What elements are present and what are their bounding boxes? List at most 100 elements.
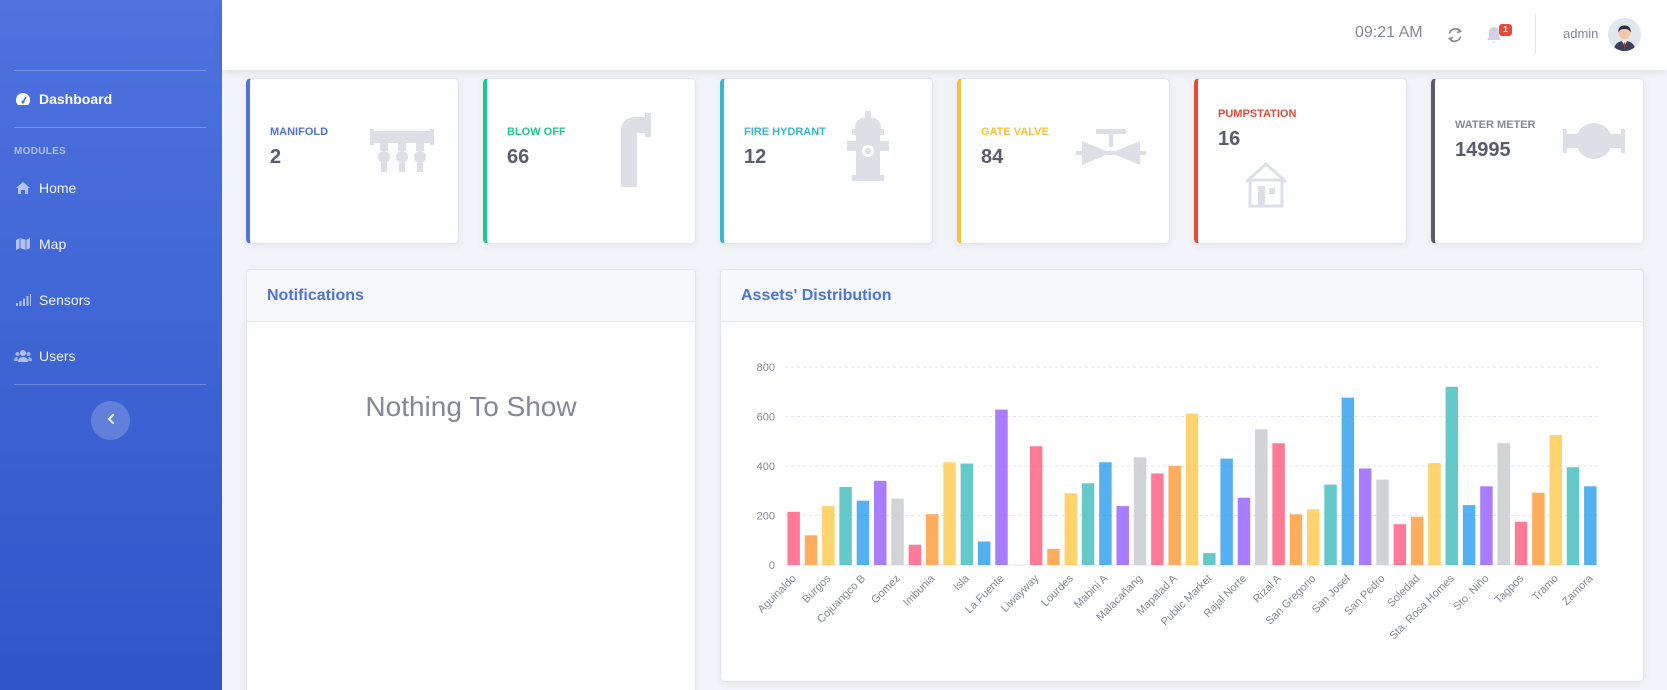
x-tick-label: Tramo <box>1530 573 1561 604</box>
stat-card-fire-hydrant[interactable]: FIRE HYDRANT 12 <box>720 78 933 244</box>
chart-bar[interactable] <box>1047 548 1060 565</box>
sidebar-divider <box>14 384 206 385</box>
chart-bar[interactable] <box>839 487 852 565</box>
chart-bar[interactable] <box>1272 443 1285 565</box>
chart-bar[interactable] <box>1393 524 1407 565</box>
y-tick-label: 0 <box>769 560 775 572</box>
chart-bar[interactable] <box>1514 521 1528 565</box>
x-tick-label: Aguinaldo <box>756 573 799 616</box>
chart-bar[interactable] <box>1237 497 1251 565</box>
chart-bar[interactable] <box>1428 463 1441 565</box>
stat-card-pumpstation[interactable]: PUMPSTATION 16 <box>1194 78 1407 244</box>
x-tick-label: Gomez <box>869 573 903 607</box>
chart-bar[interactable] <box>943 462 956 565</box>
chart-bar[interactable] <box>960 463 974 565</box>
chart-bar[interactable] <box>1549 435 1562 565</box>
empty-state-message: Nothing To Show <box>365 391 577 422</box>
chart-bar[interactable] <box>874 480 887 565</box>
y-tick-label: 400 <box>757 461 775 473</box>
stat-card-gate-valve[interactable]: GATE VALVE 84 <box>957 78 1170 244</box>
signal-icon <box>14 292 32 308</box>
stat-card-blow-off[interactable]: BLOW OFF 66 <box>483 78 696 244</box>
chart-bar[interactable] <box>1532 492 1545 565</box>
sidebar-item-label: Sensors <box>39 292 91 308</box>
card-label: GATE VALVE <box>981 126 1049 138</box>
chart-bar[interactable] <box>1462 505 1476 565</box>
chart-bar[interactable] <box>804 535 818 565</box>
chart-bar[interactable] <box>1497 443 1510 565</box>
chart-bar[interactable] <box>1358 468 1372 565</box>
sidebar-item-dashboard[interactable]: Dashboard <box>14 87 112 111</box>
card-value: 2 <box>270 146 282 168</box>
stat-card-manifold[interactable]: MANIFOLD 2 <box>246 78 459 244</box>
sidebar-toggle-button[interactable] <box>91 401 130 440</box>
chart-bar[interactable] <box>1255 429 1268 565</box>
chart-bar[interactable] <box>908 544 922 565</box>
sidebar-item-map[interactable]: Map <box>14 232 66 256</box>
chart-bar[interactable] <box>1584 486 1597 565</box>
map-icon <box>14 236 32 252</box>
x-tick-label: Isla <box>951 572 972 593</box>
chart-bar[interactable] <box>1376 479 1389 565</box>
chart-bar[interactable] <box>1203 553 1216 565</box>
user-name[interactable]: admin <box>1563 26 1599 41</box>
users-icon <box>14 348 32 364</box>
chart-bar[interactable] <box>891 498 904 565</box>
assets-distribution-panel: Assets' Distribution 0 200 400 600 800 Aguina… <box>720 269 1644 682</box>
stat-card-water-meter[interactable]: WATER METER 14995 <box>1431 78 1644 244</box>
chart-bar[interactable] <box>1306 509 1320 565</box>
chart-bar[interactable] <box>977 541 991 565</box>
chart-bar[interactable] <box>1081 483 1095 565</box>
chart-bar[interactable] <box>1324 484 1337 565</box>
chart-bar[interactable] <box>1220 458 1233 565</box>
x-tick-label: Liwayway <box>999 572 1042 615</box>
card-label: PUMPSTATION <box>1218 108 1297 120</box>
water-meter-icon <box>1563 123 1625 159</box>
sidebar-divider <box>14 70 206 71</box>
y-tick-label: 200 <box>757 511 775 523</box>
chart-bar[interactable] <box>1445 386 1459 565</box>
chart-bar[interactable] <box>1341 397 1355 565</box>
sidebar-item-home[interactable]: Home <box>14 176 76 200</box>
card-value: 12 <box>744 146 767 168</box>
chart-bar[interactable] <box>1566 467 1580 565</box>
sidebar-item-label: Home <box>39 180 77 196</box>
chart-bar[interactable] <box>1185 413 1199 565</box>
chart-bar[interactable] <box>856 500 870 565</box>
x-tick-label: Rizal A <box>1251 572 1284 605</box>
chart-bar[interactable] <box>1410 516 1424 565</box>
x-tick-label: Tagpos <box>1493 572 1527 606</box>
chart-bar[interactable] <box>1099 462 1112 565</box>
chart-bar[interactable] <box>1151 473 1164 565</box>
chart-bar[interactable] <box>925 514 939 565</box>
panel-title: Assets' Distribution <box>721 270 1643 322</box>
chart-bar[interactable] <box>787 511 800 565</box>
card-label: WATER METER <box>1455 119 1536 131</box>
card-label: BLOW OFF <box>507 126 566 138</box>
sidebar-heading: MODULES <box>14 146 67 157</box>
chart-bar[interactable] <box>995 409 1008 565</box>
sidebar-item-sensors[interactable]: Sensors <box>14 288 90 312</box>
topbar-divider <box>1535 14 1536 54</box>
chart-bar[interactable] <box>822 506 835 565</box>
avatar[interactable] <box>1608 18 1641 51</box>
pump-station-icon <box>1244 162 1288 208</box>
notification-badge: 1 <box>1499 24 1512 36</box>
topbar: 09:21 AM 1 admin <box>222 0 1667 70</box>
chart-bar[interactable] <box>1480 486 1493 565</box>
refresh-icon[interactable] <box>1446 26 1464 44</box>
x-tick-label: Zamora <box>1560 572 1596 608</box>
chart-bar[interactable] <box>1133 457 1147 565</box>
chart-bar[interactable] <box>1029 446 1043 565</box>
y-tick-label: 800 <box>757 362 775 374</box>
card-label: MANIFOLD <box>270 126 329 138</box>
notifications-panel: Notifications Nothing To Show <box>246 269 696 690</box>
chart-bar[interactable] <box>1116 506 1129 565</box>
chart-bar[interactable] <box>1168 466 1181 565</box>
card-value: 14995 <box>1455 139 1511 161</box>
bell-icon[interactable] <box>1485 25 1503 45</box>
blow-off-pipe-icon <box>621 113 651 187</box>
chart-bar[interactable] <box>1064 493 1078 565</box>
chart-bar[interactable] <box>1289 514 1303 565</box>
sidebar-item-users[interactable]: Users <box>14 344 76 368</box>
